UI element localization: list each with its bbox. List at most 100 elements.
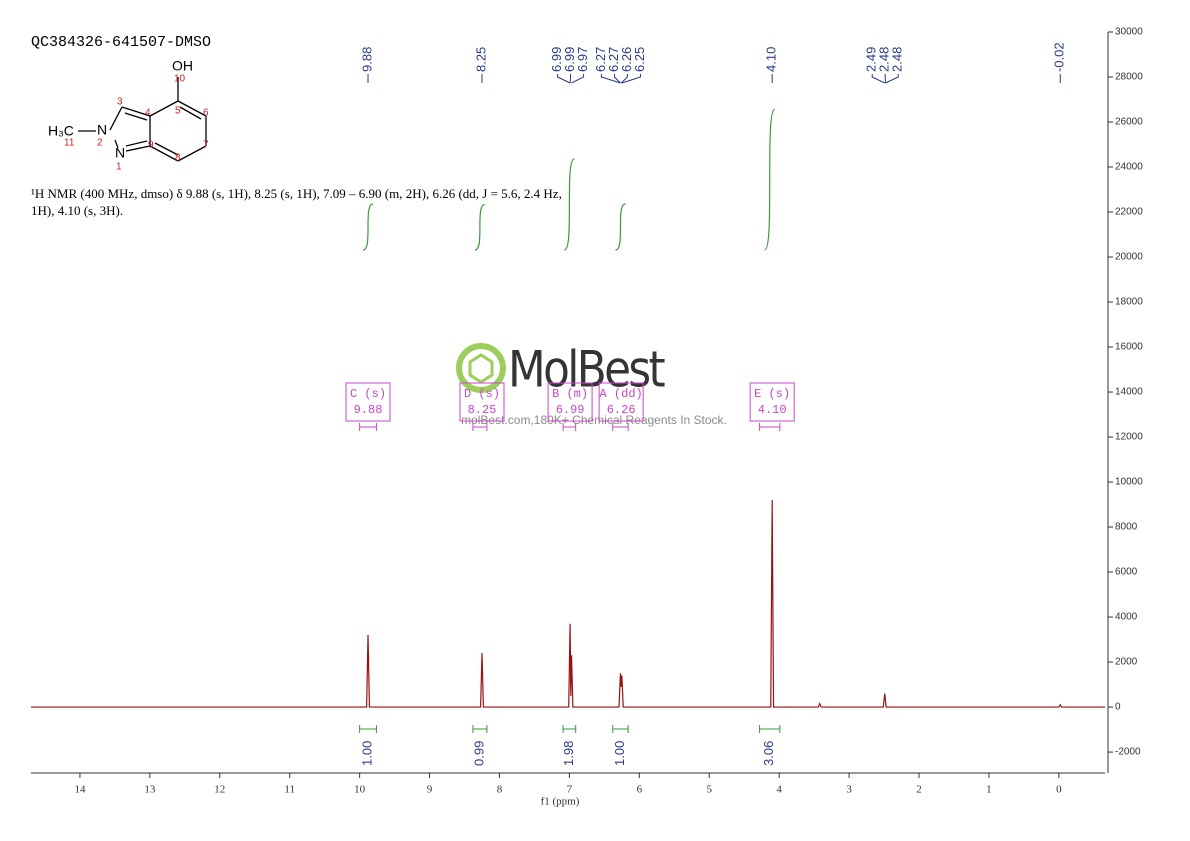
peak-label: 6.99	[562, 47, 577, 72]
bond	[121, 106, 151, 117]
peak-label: 8.25	[473, 47, 488, 72]
x-tick-label: 6	[637, 784, 643, 796]
peak-label: 6.25	[632, 47, 647, 72]
y-tick-label: -2000	[1115, 747, 1141, 758]
multiplet-box	[749, 382, 795, 422]
atom-number: 11	[64, 138, 75, 149]
y-tick-label: 4000	[1115, 612, 1138, 623]
watermark-logo	[456, 343, 506, 393]
bond	[125, 140, 148, 147]
bond	[154, 142, 179, 156]
integral-curve	[563, 158, 575, 251]
x-tick-label: 2	[916, 784, 922, 796]
peak-label: 2.48	[877, 47, 892, 72]
peak-connector	[557, 74, 571, 84]
x-tick-label: 14	[74, 784, 86, 796]
peak-connector	[621, 74, 641, 84]
atom-number: 6	[203, 108, 209, 119]
structure: OH 10 5 6 3 4 H₃C 11 N 2 9 7 8 N 1	[48, 58, 209, 173]
integral-label: 1.00	[359, 741, 374, 766]
x-tick-label: 5	[706, 784, 712, 796]
multiplet-shift: 6.26	[607, 403, 636, 417]
x-tick-label: 11	[284, 784, 295, 796]
y-tick-label: 20000	[1115, 252, 1143, 263]
atom-number: 2	[97, 138, 103, 149]
x-tick-label: 9	[427, 784, 433, 796]
atom-label: N	[115, 145, 125, 161]
multiplet-box	[547, 382, 593, 422]
watermark: MolBest molBest.com,180K+ Chemical Reage…	[456, 341, 727, 427]
y-tick-label: 28000	[1115, 72, 1143, 83]
integral-bar	[759, 725, 781, 733]
peak-label: 4.10	[764, 47, 779, 72]
bond	[114, 139, 119, 149]
y-tick-label: 0	[1115, 702, 1121, 713]
atom-number: 3	[117, 97, 123, 108]
multiplet-bracket	[359, 423, 377, 431]
multiplet-bracket	[562, 423, 577, 431]
multiplet-name: D (s)	[464, 387, 500, 401]
description: ¹H NMR (400 MHz, dmso) δ 9.88 (s, 1H), 8…	[31, 186, 562, 201]
multiplet-box	[459, 382, 505, 422]
peak-connector	[613, 74, 621, 84]
peak-label: 9.88	[359, 47, 374, 72]
bond	[177, 145, 207, 162]
multiplet-box	[598, 382, 644, 422]
atom-label: H₃C	[48, 123, 74, 139]
bond	[149, 100, 179, 117]
watermark-brand: MolBest	[508, 341, 665, 399]
peak-connector	[600, 74, 621, 84]
y-tick-label: 26000	[1115, 117, 1143, 128]
multiplet-name: B (m)	[552, 387, 588, 401]
multiplet-shift: 8.25	[468, 403, 497, 417]
x-tick-label: 3	[846, 784, 852, 796]
multiplet-shift: 4.10	[758, 403, 787, 417]
x-tick-label: 12	[214, 784, 225, 796]
peak-label: 6.27	[606, 47, 621, 72]
peak-connector	[620, 74, 628, 84]
peak-label: -0.02	[1052, 42, 1067, 72]
multiplet-bracket	[759, 423, 781, 431]
x-tick-label: 10	[354, 784, 366, 796]
peak-label: 6.97	[575, 47, 590, 72]
bond	[149, 145, 179, 162]
bond	[109, 106, 123, 131]
y-tick-label: 12000	[1115, 432, 1143, 443]
integral-curve	[474, 203, 486, 251]
integral-label: 1.00	[612, 741, 627, 766]
atom-number: 5	[175, 106, 181, 117]
y-tick-label: 22000	[1115, 207, 1143, 218]
bond	[124, 112, 148, 121]
integral-bar	[359, 725, 377, 733]
atom-label: OH	[172, 58, 193, 74]
bond	[177, 100, 207, 117]
y-tick-label: 6000	[1115, 567, 1138, 578]
x-tick-label: 1	[986, 784, 992, 796]
integral-label: 1.98	[561, 741, 576, 766]
atom-label: N	[97, 122, 107, 138]
multiplet-name: A (dd)	[600, 387, 643, 401]
watermark-logo	[468, 353, 494, 384]
x-axis-label: f1 (ppm)	[541, 796, 580, 808]
x-tick-label: 0	[1056, 784, 1062, 796]
multiplet-bracket	[472, 423, 488, 431]
peak-connector	[885, 74, 899, 84]
peak-label: 6.99	[549, 47, 564, 72]
bond	[125, 145, 151, 152]
peak-label: 2.49	[864, 47, 879, 72]
multiplet-name: C (s)	[350, 387, 386, 401]
atom-number: 7	[203, 140, 209, 151]
description: 1H), 4.10 (s, 3H).	[31, 203, 123, 218]
x-tick-label: 4	[776, 784, 782, 796]
peak-label: 6.27	[593, 47, 608, 72]
atom-number: 9	[148, 140, 154, 151]
watermark-tagline: molBest.com,180K+ Chemical Reagents In S…	[461, 413, 727, 427]
y-tick-label: 16000	[1115, 342, 1143, 353]
x-tick-label: 7	[567, 784, 573, 796]
integral-label: 3.06	[761, 741, 776, 766]
integral-bar	[562, 725, 577, 733]
y-tick-label: 24000	[1115, 162, 1143, 173]
integral-bar	[612, 725, 629, 733]
y-tick-label: 30000	[1115, 27, 1143, 38]
